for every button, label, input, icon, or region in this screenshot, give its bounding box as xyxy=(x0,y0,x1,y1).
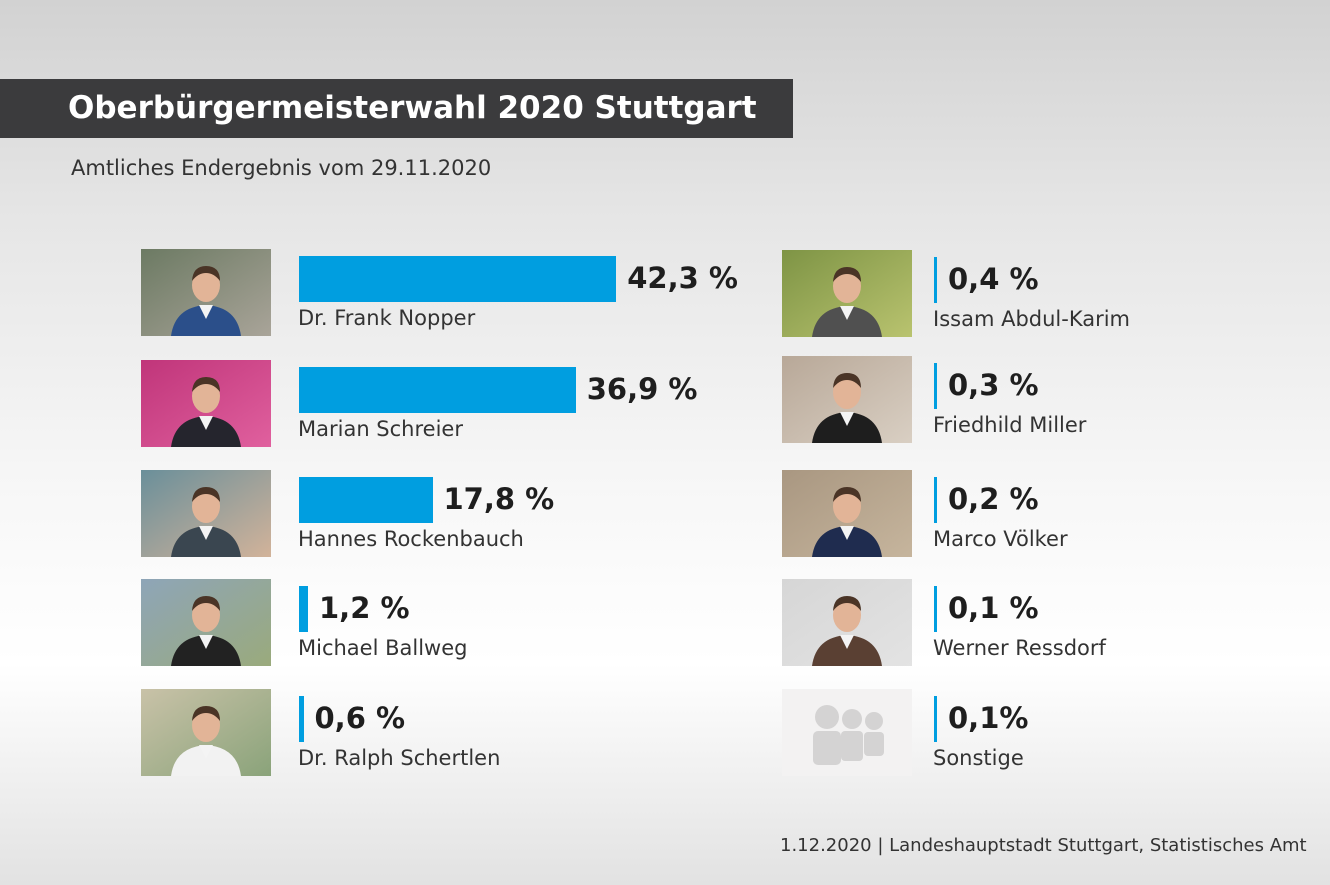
portrait-photo xyxy=(141,579,271,666)
portrait-photo xyxy=(782,579,912,666)
candidate-name: Werner Ressdorf xyxy=(933,636,1106,660)
candidate-name: Marian Schreier xyxy=(298,417,463,441)
percent-label: 0,6 % xyxy=(314,701,406,735)
percent-label: 1,2 % xyxy=(319,591,410,625)
candidate-name: Issam Abdul-Karim xyxy=(933,307,1131,331)
portrait-photo xyxy=(141,470,271,557)
percent-label: 36,9 % xyxy=(586,372,698,406)
portrait-photo xyxy=(782,356,912,443)
candidate-name: Michael Ballweg xyxy=(298,636,468,660)
percent-label: 42,3 % xyxy=(627,261,738,295)
candidate-name: Dr. Ralph Schertlen xyxy=(298,746,501,770)
percent-label: 17,8 % xyxy=(443,482,555,516)
portrait-photo xyxy=(141,689,271,776)
chart-subtitle: Amtliches Endergebnis vom 29.11.2020 xyxy=(71,156,492,180)
result-bar xyxy=(299,477,433,523)
portrait-photo xyxy=(141,360,271,447)
candidate-name: Marco Völker xyxy=(933,527,1068,551)
portrait-photo xyxy=(782,470,912,557)
result-bar xyxy=(299,256,617,302)
candidate-name: Sonstige xyxy=(933,746,1024,770)
percent-label: 0,1% xyxy=(948,701,1029,735)
percent-label: 0,1 % xyxy=(948,591,1039,625)
result-bar xyxy=(934,257,937,303)
portrait-photo xyxy=(782,250,912,337)
candidate-name: Dr. Frank Nopper xyxy=(298,306,476,330)
percent-label: 0,3 % xyxy=(948,368,1039,402)
candidate-name: Friedhild Miller xyxy=(933,413,1087,437)
result-bar xyxy=(934,586,937,632)
source-note: 1.12.2020 | Landeshauptstadt Stuttgart, … xyxy=(780,835,1307,856)
result-bar xyxy=(934,363,937,409)
result-bar xyxy=(299,367,576,413)
result-bar xyxy=(934,696,937,742)
percent-label: 0,4 % xyxy=(948,262,1039,296)
portrait-photo xyxy=(141,249,271,336)
result-bar xyxy=(299,696,304,742)
result-bar xyxy=(299,586,308,632)
result-bar xyxy=(934,477,937,523)
group-placeholder-icon xyxy=(782,689,912,776)
chart-title: Oberbürgermeisterwahl 2020 Stuttgart xyxy=(0,79,793,138)
percent-label: 0,2 % xyxy=(948,482,1039,516)
candidate-name: Hannes Rockenbauch xyxy=(298,527,524,551)
